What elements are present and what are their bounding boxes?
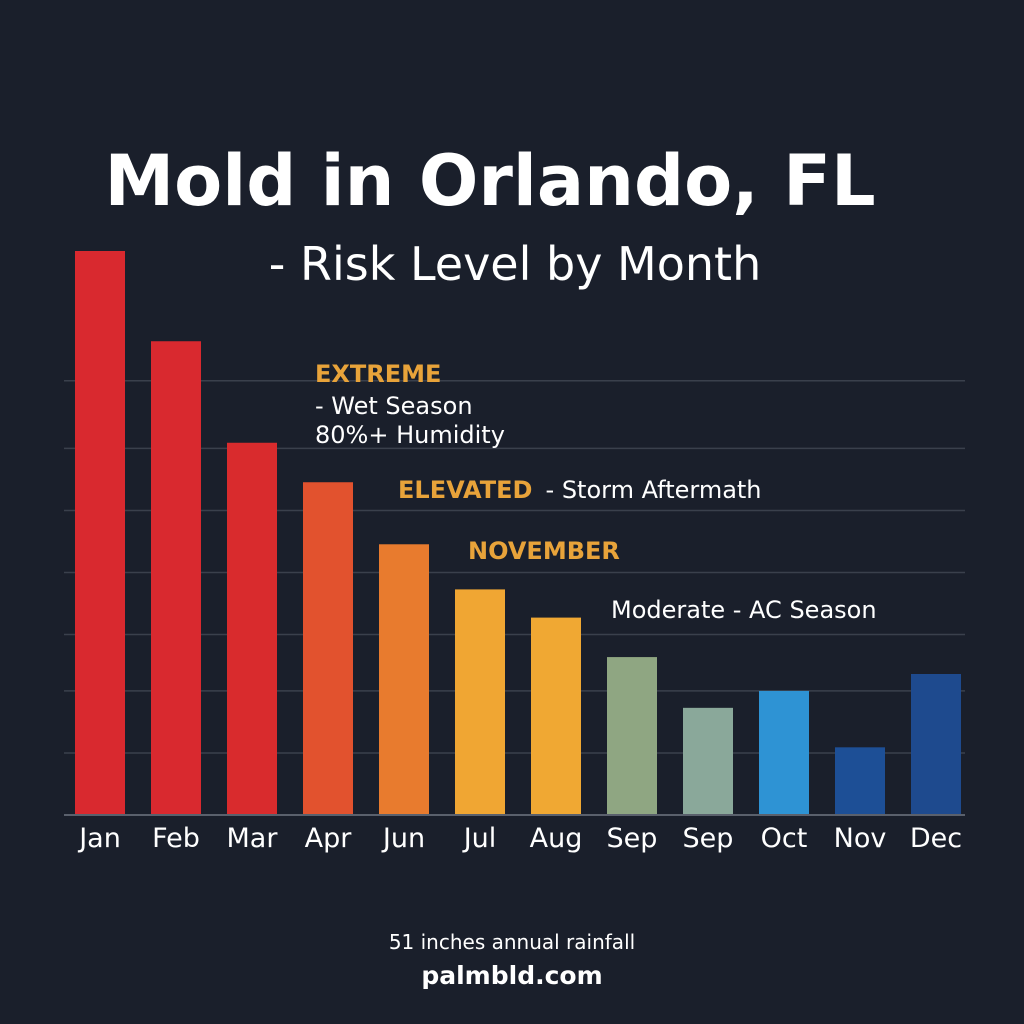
x-tick-label-3: Apr [305, 823, 353, 854]
x-tick-label-4: Jun [381, 823, 425, 854]
grid-lines [64, 379, 965, 754]
bar-jul-5 [455, 589, 505, 815]
x-tick-label-0: Jan [77, 823, 121, 854]
chart-subtitle: - Risk Level by Month [269, 237, 761, 291]
annotation-wet-season: - Wet Season [315, 392, 473, 420]
bar-mar-2 [227, 442, 277, 815]
footer-rainfall: 51 inches annual rainfall [389, 930, 635, 954]
bar-sep-7 [607, 657, 657, 815]
bar-jun-4 [379, 544, 429, 815]
x-tick-label-6: Aug [530, 823, 583, 854]
bar-aug-6 [531, 617, 581, 815]
x-tick-label-10: Nov [834, 823, 887, 854]
bars [75, 251, 961, 815]
annotation-humidity: 80%+ Humidity [315, 421, 505, 449]
annotation-extreme: EXTREME [315, 360, 441, 388]
annotation-moderate: Moderate - AC Season [611, 596, 877, 624]
annotation-storm: - Storm Aftermath [546, 476, 762, 504]
bar-dec-11 [911, 674, 961, 815]
x-tick-label-9: Oct [761, 823, 808, 854]
x-tick-label-2: Mar [227, 823, 279, 854]
x-tick-label-1: Feb [152, 823, 200, 854]
x-tick-labels: Jan Feb Mar Apr Jun Jul Aug Sep Sep Oct Nov Dec [77, 823, 962, 854]
chart-title: Mold in Orlando, FL [104, 140, 875, 222]
bar-nov-10 [835, 747, 885, 815]
x-tick-label-5: Jul [462, 823, 497, 854]
x-tick-label-7: Sep [607, 823, 658, 854]
annotation-elevated: ELEVATED [398, 476, 532, 504]
x-tick-label-11: Dec [910, 823, 962, 854]
bar-apr-3 [303, 482, 353, 815]
annotation-november: NOVEMBER [468, 537, 620, 565]
footer-source: palmbld.com [421, 961, 602, 990]
bar-oct-9 [759, 690, 809, 815]
x-tick-label-8: Sep [683, 823, 734, 854]
annotation-elevated-line: ELEVATED - Storm Aftermath [398, 476, 762, 504]
bar-jan-0 [75, 251, 125, 815]
bar-feb-1 [151, 341, 201, 815]
bar-sep-8 [683, 707, 733, 815]
